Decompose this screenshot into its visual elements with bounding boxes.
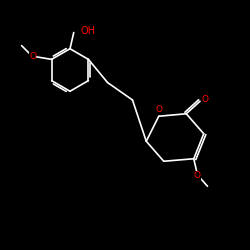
Text: O: O xyxy=(155,106,162,114)
Text: OH: OH xyxy=(80,26,95,36)
Text: O: O xyxy=(202,96,208,104)
Text: O: O xyxy=(194,170,201,179)
Text: O: O xyxy=(29,52,36,61)
